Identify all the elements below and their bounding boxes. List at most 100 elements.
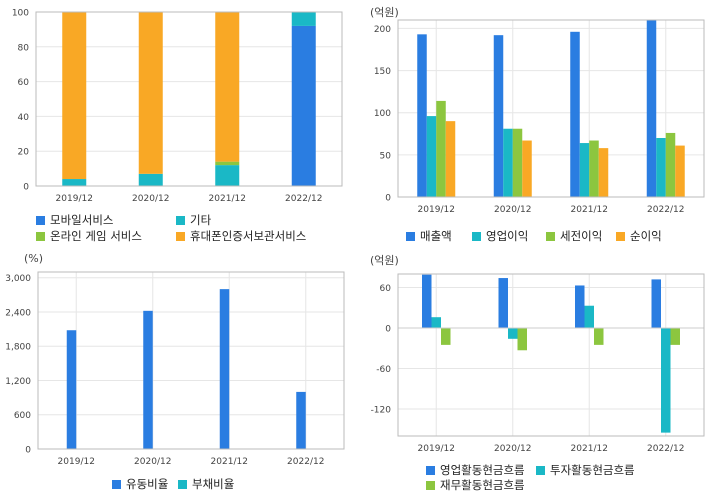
- cashflow-unit-label: (억원): [370, 254, 399, 267]
- ratios-chart: 0 600 1,200 1,800 2,400 3,000 2019/12 2020/12 20…: [5, 271, 345, 467]
- legend-item-sales: 매출액: [406, 228, 452, 244]
- legend-swatch: [36, 231, 45, 241]
- y-tick-label: 0: [385, 194, 391, 204]
- x-tick-label: 2019/12: [58, 457, 95, 467]
- x-tick-label: 2021/12: [571, 205, 608, 215]
- income-legend: 매출액 영업이익 세전이익 순이익: [360, 0, 720, 248]
- legend-label: 온라인 게임 서비스: [50, 229, 142, 243]
- plot-frame: [397, 273, 705, 437]
- bar-2019/12-매출액: [417, 34, 427, 198]
- y-tick-label: 0: [385, 325, 391, 335]
- bar-2022/12-재무활동현금흐름: [670, 328, 680, 345]
- plot-frame: [35, 11, 343, 187]
- bar-2020/12-세전이익: [512, 128, 523, 197]
- bar-2019/12-투자활동현금흐름: [431, 317, 441, 328]
- legend-label: 부채비율: [192, 477, 235, 491]
- y-tick-label: 600: [14, 411, 31, 421]
- bar-2021/12-매출액: [570, 31, 580, 197]
- y-tick-label: 200: [374, 25, 391, 35]
- y-tick-label: 0: [23, 183, 29, 193]
- y-tick-label: 100: [12, 9, 29, 19]
- legend-label: 순이익: [630, 229, 662, 243]
- bar-2020/12-휴대폰인증서보관서비스: [138, 12, 163, 174]
- x-tick-label: 2020/12: [134, 457, 171, 467]
- bar-2020/12-투자활동현금흐름: [508, 328, 518, 339]
- x-tick-label: 2022/12: [285, 194, 322, 204]
- legend-swatch: [536, 465, 545, 475]
- y-tick-label: -60: [376, 365, 391, 375]
- x-tick-label: 2022/12: [647, 444, 684, 454]
- x-tick-label: 2022/12: [647, 205, 684, 215]
- bar-2021/12-재무활동현금흐름: [594, 328, 604, 345]
- bar-2019/12-세전이익: [436, 100, 446, 197]
- x-tick-label: 2021/12: [571, 444, 608, 454]
- legend-label: 세전이익: [560, 229, 603, 243]
- bar-2022/12-기타: [291, 12, 316, 26]
- legend-swatch: [178, 479, 187, 489]
- y-tick-label: 40: [18, 113, 30, 123]
- legend-label: 투자활동현금흐름: [550, 463, 635, 477]
- cashflow-legend: 영업활동현금흐름 투자활동현금흐름 재무활동현금흐름: [360, 248, 720, 496]
- bar-2019/12-유동비율: [66, 330, 77, 449]
- legend-swatch: [616, 231, 625, 241]
- ratios-unit-label: (%): [24, 252, 44, 265]
- x-tick-label: 2021/12: [209, 194, 246, 204]
- x-tick-label: 2020/12: [494, 205, 531, 215]
- bar-2019/12-순이익: [445, 121, 456, 197]
- bar-2022/12-영업활동현금흐름: [651, 279, 661, 328]
- legend-item-cert-storage: 휴대폰인증서보관서비스: [176, 228, 306, 244]
- y-tick-label: 60: [380, 284, 392, 294]
- y-tick-label: 1,200: [5, 377, 31, 387]
- x-tick-label: 2022/12: [287, 457, 324, 467]
- x-tick-label: 2020/12: [494, 444, 531, 454]
- revenue-mix-chart: 0 20 40 60 80 100 2019/12 2020/12 2021/12 2022/12: [12, 9, 343, 204]
- legend-item-investing-cf: 투자활동현금흐름: [536, 462, 635, 478]
- bar-2021/12-기타: [215, 165, 240, 186]
- bar-2020/12-유동비율: [143, 310, 153, 449]
- y-tick-label: 1,800: [5, 343, 31, 353]
- legend-item-debt-ratio: 부채비율: [178, 476, 234, 492]
- bar-2021/12-휴대폰인증서보관서비스: [215, 12, 240, 162]
- y-tick-label: 150: [374, 67, 391, 77]
- bar-2021/12-세전이익: [589, 140, 599, 197]
- y-tick-label: 2,400: [5, 308, 31, 318]
- legend-swatch: [36, 215, 45, 225]
- bar-2020/12-순이익: [522, 140, 532, 197]
- y-tick-label: 20: [18, 148, 30, 158]
- cashflow-panel: (억원) -120 -60 0 60 2019/12 2020/12 2021/12 2022…: [360, 248, 720, 496]
- legend-swatch: [112, 479, 121, 489]
- bar-2022/12-투자활동현금흐름: [661, 328, 671, 433]
- bar-2020/12-재무활동현금흐름: [517, 328, 527, 351]
- bar-2021/12-영업이익: [579, 143, 590, 197]
- y-tick-label: 100: [374, 109, 391, 119]
- income-unit-label: (억원): [370, 6, 399, 19]
- legend-label: 영업활동현금흐름: [440, 463, 525, 477]
- legend-swatch: [426, 480, 435, 490]
- income-chart: 0 50 100 150 200 2019/12 2020/12 2021/12 2022/12: [374, 19, 705, 215]
- y-tick-label: -120: [371, 406, 392, 416]
- bar-2019/12-영업활동현금흐름: [422, 274, 432, 328]
- x-tick-label: 2019/12: [56, 194, 93, 204]
- legend-item-operating-income: 영업이익: [472, 228, 528, 244]
- x-tick-label: 2019/12: [418, 444, 455, 454]
- plot-frame: [37, 271, 345, 450]
- x-tick-label: 2020/12: [132, 194, 169, 204]
- cashflow-chart: -120 -60 0 60 2019/12 2020/12 2021/12 2022/12: [371, 273, 705, 454]
- legend-swatch: [176, 231, 185, 241]
- legend-item-operating-cf: 영업활동현금흐름: [426, 462, 525, 478]
- bar-2021/12-유동비율: [219, 289, 230, 449]
- legend-item-current-ratio: 유동비율: [112, 476, 168, 492]
- bar-2022/12-모바일서비스: [291, 25, 316, 187]
- x-tick-label: 2021/12: [211, 457, 248, 467]
- legend-swatch: [406, 231, 415, 241]
- bar-2019/12-영업이익: [426, 116, 437, 197]
- legend-item-net-income: 순이익: [616, 228, 662, 244]
- legend-label: 영업이익: [486, 229, 529, 243]
- y-tick-label: 60: [18, 78, 30, 88]
- legend-item-mobile: 모바일서비스: [36, 212, 113, 228]
- legend-label: 기타: [190, 213, 212, 227]
- bar-2020/12-영업활동현금흐름: [498, 278, 508, 328]
- bar-2021/12-순이익: [598, 148, 609, 197]
- y-tick-label: 3,000: [5, 274, 31, 284]
- legend-swatch: [176, 215, 185, 225]
